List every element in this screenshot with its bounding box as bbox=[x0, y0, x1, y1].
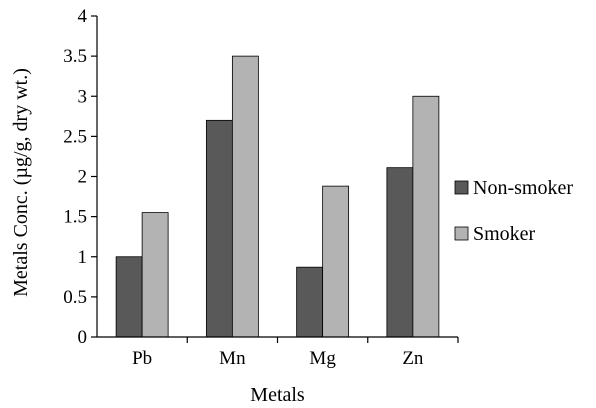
bars-group bbox=[115, 55, 440, 338]
legend-swatch-non-smoker bbox=[454, 180, 469, 195]
y-tick-label: 1.5 bbox=[63, 207, 87, 228]
y-axis-ticks: 0 0.5 1 1.5 2 2.5 3 3.5 4 bbox=[63, 6, 97, 348]
y-tick-label: 0 bbox=[78, 327, 88, 348]
category-label: Mg bbox=[309, 348, 336, 369]
y-tick-label: 3.5 bbox=[63, 46, 87, 67]
bar-pb-smoker bbox=[141, 212, 169, 338]
x-axis-category-labels: Pb Mn Mg Zn bbox=[132, 337, 459, 369]
y-tick-label: 0.5 bbox=[63, 287, 87, 308]
x-axis-title: Metals bbox=[250, 384, 305, 406]
category-label: Mn bbox=[219, 348, 246, 369]
legend-swatch-smoker bbox=[454, 226, 469, 241]
bar-zn-non-smoker bbox=[386, 167, 414, 338]
bar-mn-non-smoker bbox=[205, 119, 233, 338]
bar-mn-smoker bbox=[231, 55, 259, 338]
legend-label-non-smoker: Non-smoker bbox=[473, 177, 573, 199]
bar-pb-non-smoker bbox=[115, 256, 143, 338]
y-tick-label: 4 bbox=[78, 6, 88, 27]
y-tick-label: 1 bbox=[78, 247, 88, 268]
category-label: Pb bbox=[132, 348, 152, 369]
legend: Non-smoker Smoker bbox=[454, 177, 573, 245]
bar-mg-non-smoker bbox=[296, 266, 324, 338]
y-tick-label: 3 bbox=[78, 86, 88, 107]
y-tick-label: 2 bbox=[78, 167, 88, 188]
y-tick-label: 2.5 bbox=[63, 126, 87, 147]
y-axis-title: Metals Conc. (µg/g, dry wt.) bbox=[10, 68, 32, 297]
bar-zn-smoker bbox=[412, 95, 440, 338]
bar-mg-smoker bbox=[322, 185, 350, 338]
category-label: Zn bbox=[402, 348, 424, 369]
legend-label-smoker: Smoker bbox=[473, 223, 536, 245]
